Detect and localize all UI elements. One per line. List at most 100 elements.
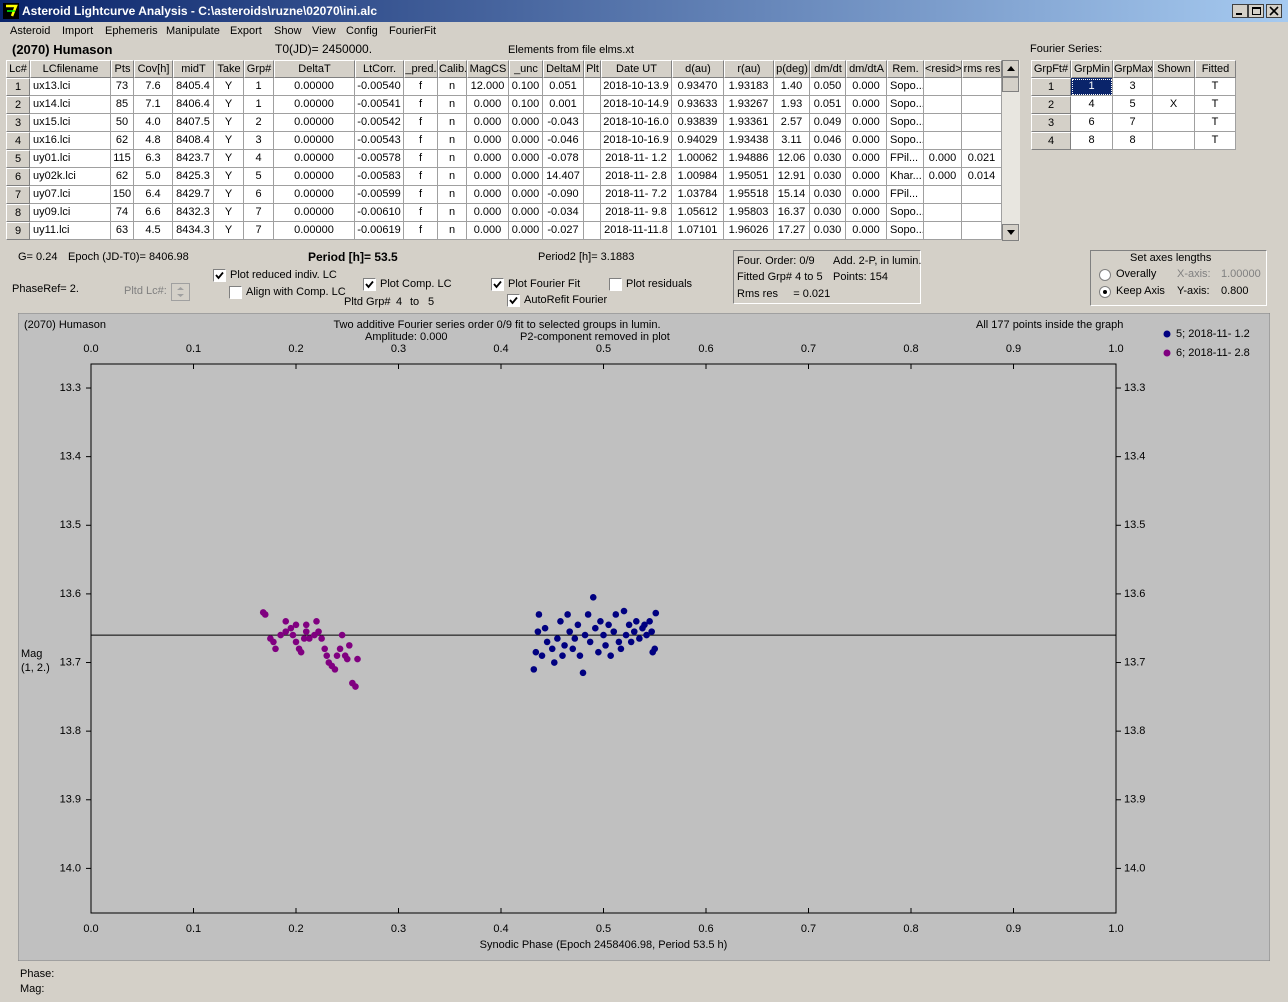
checkbox[interactable] <box>609 278 622 291</box>
lc-table-cell[interactable]: 0.000 <box>509 186 543 204</box>
lc-table-cell[interactable]: n <box>438 168 467 186</box>
fourier-table-cell[interactable]: T <box>1195 78 1236 96</box>
fourier-table-cell[interactable]: X <box>1153 96 1195 114</box>
lc-table-cell[interactable]: 6.4 <box>134 186 173 204</box>
lc-table-cell[interactable]: 8423.7 <box>173 150 214 168</box>
lc-table-cell[interactable]: FPil... <box>887 150 924 168</box>
lc-table-cell[interactable]: 7 <box>6 186 30 204</box>
lc-table-cell[interactable]: Sopo... <box>887 114 924 132</box>
lc-table-cell[interactable] <box>924 132 962 150</box>
fourier-table-cell[interactable]: T <box>1195 96 1236 114</box>
fourier-table-cell[interactable]: 2 <box>1031 96 1071 114</box>
lc-table-cell[interactable]: f <box>404 150 438 168</box>
lc-table-cell[interactable]: 1.05612 <box>672 204 724 222</box>
lc-table-cell[interactable]: 1.03784 <box>672 186 724 204</box>
lc-table-cell[interactable]: 3 <box>6 114 30 132</box>
lc-table-cell[interactable]: 0.93633 <box>672 96 724 114</box>
lc-table-cell[interactable] <box>584 114 601 132</box>
lc-table-cell[interactable]: uy11.lci <box>30 222 111 240</box>
lc-table-cell[interactable]: 2018-11-11.8 <box>601 222 672 240</box>
lc-table-cell[interactable]: 0.030 <box>810 204 846 222</box>
checkbox-label[interactable]: Plot reduced indiv. LC <box>230 269 337 281</box>
lc-table-header[interactable]: p(deg) <box>774 60 810 78</box>
lc-table-cell[interactable]: -0.090 <box>543 186 584 204</box>
lc-table-cell[interactable]: uy01.lci <box>30 150 111 168</box>
lc-table-cell[interactable]: 0.030 <box>810 150 846 168</box>
lc-table-cell[interactable]: 0.000 <box>924 150 962 168</box>
fourier-table-cell[interactable]: 8 <box>1113 132 1153 150</box>
lc-table-cell[interactable]: 8405.4 <box>173 78 214 96</box>
lc-table-cell[interactable]: -0.078 <box>543 150 584 168</box>
lc-table-cell[interactable] <box>924 186 962 204</box>
lc-table-cell[interactable]: 0.000 <box>846 78 887 96</box>
lc-table-cell[interactable]: 5 <box>244 168 274 186</box>
lc-table-cell[interactable]: 1.95803 <box>724 204 774 222</box>
lc-table-cell[interactable]: uy02k.lci <box>30 168 111 186</box>
menu-item[interactable]: Manipulate <box>166 25 220 37</box>
lc-table-cell[interactable]: -0.00542 <box>355 114 404 132</box>
menu-item[interactable]: Show <box>274 25 302 37</box>
lc-table-cell[interactable]: 8425.3 <box>173 168 214 186</box>
lc-table-cell[interactable]: 1.95051 <box>724 168 774 186</box>
lc-table-cell[interactable]: 115 <box>111 150 134 168</box>
lc-table-header[interactable]: r(au) <box>724 60 774 78</box>
checkbox-label[interactable]: Plot residuals <box>626 278 693 290</box>
lc-table-cell[interactable]: 8 <box>6 204 30 222</box>
lc-table-cell[interactable]: 5 <box>6 150 30 168</box>
table-scrollbar[interactable] <box>1002 60 1020 241</box>
lc-table-header[interactable]: Lc# <box>6 60 30 78</box>
lc-table-cell[interactable]: n <box>438 96 467 114</box>
lc-table-cell[interactable]: 5.0 <box>134 168 173 186</box>
fourier-table-cell[interactable]: 1 <box>1031 78 1071 96</box>
lc-table-cell[interactable]: n <box>438 186 467 204</box>
lc-table-cell[interactable]: Sopo... <box>887 78 924 96</box>
lc-table-cell[interactable]: 0.000 <box>924 168 962 186</box>
lc-table-cell[interactable]: 7 <box>244 204 274 222</box>
lc-table-cell[interactable]: 0.000 <box>846 96 887 114</box>
lc-table-cell[interactable]: 8432.3 <box>173 204 214 222</box>
lc-table-header[interactable]: midT <box>173 60 214 78</box>
lc-table-cell[interactable]: 0.00000 <box>274 186 355 204</box>
lc-table-cell[interactable]: Sopo... <box>887 204 924 222</box>
lc-table-cell[interactable]: 1.93267 <box>724 96 774 114</box>
lc-table-cell[interactable]: 2018-10-13.9 <box>601 78 672 96</box>
lc-table-header[interactable]: d(au) <box>672 60 724 78</box>
lc-table-header[interactable]: Take <box>214 60 244 78</box>
lc-table-cell[interactable]: 2 <box>244 114 274 132</box>
fourier-table-cell[interactable] <box>1153 132 1195 150</box>
lc-table-cell[interactable]: 1 <box>6 78 30 96</box>
lc-table-header[interactable]: MagCS <box>467 60 509 78</box>
lc-table-cell[interactable]: 62 <box>111 168 134 186</box>
menu-item[interactable]: Export <box>230 25 262 37</box>
lc-table-cell[interactable]: f <box>404 222 438 240</box>
lc-table-cell[interactable]: 0.000 <box>467 168 509 186</box>
lc-table-header[interactable]: Rem. <box>887 60 924 78</box>
lc-table-cell[interactable] <box>962 114 1002 132</box>
lc-table-cell[interactable]: 0.000 <box>509 222 543 240</box>
lc-table-cell[interactable]: 6.6 <box>134 204 173 222</box>
lc-table-cell[interactable]: 0.000 <box>467 204 509 222</box>
lc-table-cell[interactable]: 1.00062 <box>672 150 724 168</box>
lc-table-cell[interactable]: 0.100 <box>509 78 543 96</box>
fourier-table-cell[interactable]: 1 <box>1071 78 1113 96</box>
lc-table-cell[interactable]: 7.1 <box>134 96 173 114</box>
lc-table-cell[interactable]: n <box>438 204 467 222</box>
lc-table-cell[interactable]: 2018-10-16.9 <box>601 132 672 150</box>
lc-table-cell[interactable]: 0.050 <box>810 78 846 96</box>
lc-table-cell[interactable] <box>962 222 1002 240</box>
lc-table-cell[interactable]: -0.00578 <box>355 150 404 168</box>
lc-table-cell[interactable] <box>924 78 962 96</box>
lc-table-cell[interactable]: 2018-11- 1.2 <box>601 150 672 168</box>
lc-table-cell[interactable]: 14.407 <box>543 168 584 186</box>
lc-table-cell[interactable]: Y <box>214 78 244 96</box>
lc-table-cell[interactable]: 4.0 <box>134 114 173 132</box>
lc-table-cell[interactable]: 73 <box>111 78 134 96</box>
lc-table-cell[interactable]: 1.40 <box>774 78 810 96</box>
lc-table-cell[interactable]: 2018-11- 2.8 <box>601 168 672 186</box>
lc-table-cell[interactable]: -0.043 <box>543 114 584 132</box>
lc-table-cell[interactable]: Y <box>214 222 244 240</box>
lc-table-cell[interactable]: Y <box>214 186 244 204</box>
lc-table-cell[interactable]: -0.00540 <box>355 78 404 96</box>
menu-item[interactable]: Config <box>346 25 378 37</box>
lc-table-cell[interactable]: 1.00984 <box>672 168 724 186</box>
